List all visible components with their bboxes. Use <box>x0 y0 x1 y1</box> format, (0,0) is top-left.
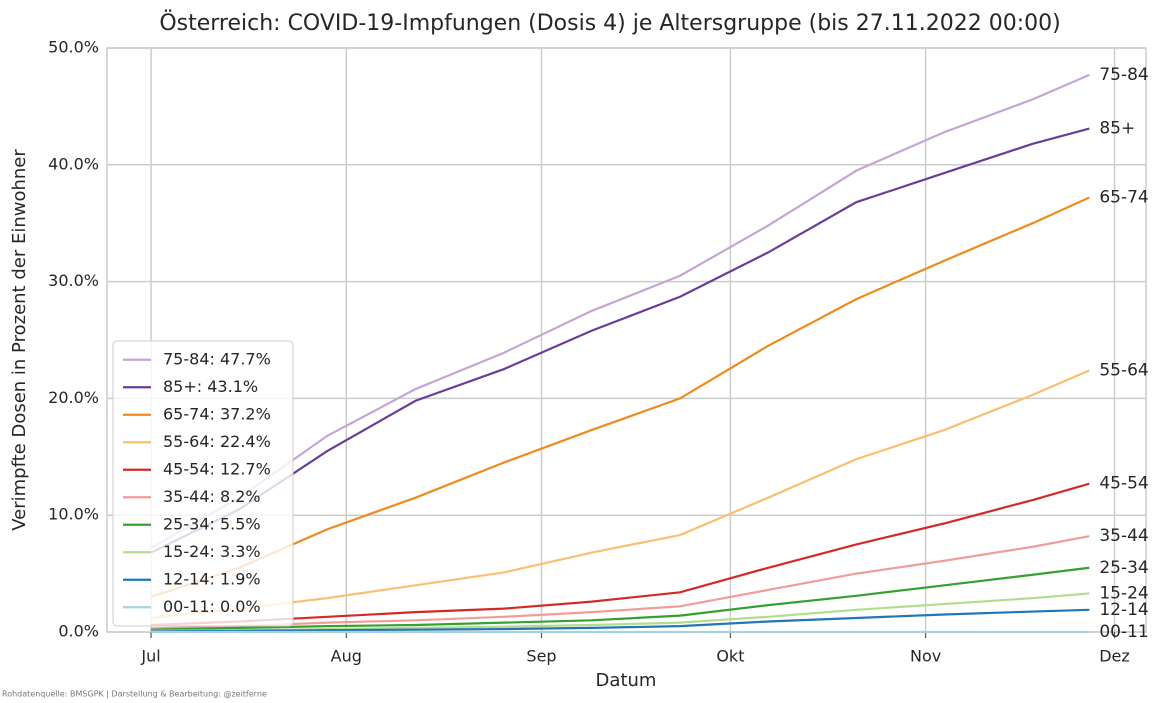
x-tick-label: Dez <box>1099 647 1130 666</box>
legend-label: 12-14: 1.9% <box>163 569 261 588</box>
series-line <box>151 482 1090 627</box>
y-axis-label: Verimpfte Dosen in Prozent der Einwohner <box>9 149 30 531</box>
legend-label: 55-64: 22.4% <box>163 432 271 451</box>
x-tick-label: Aug <box>331 647 362 666</box>
legend-label: 45-54: 12.7% <box>163 459 271 478</box>
x-tick-label: Sep <box>526 647 556 666</box>
series-line <box>151 566 1090 631</box>
y-tick-label: 50.0% <box>48 38 99 57</box>
y-tick-label: 20.0% <box>48 388 99 407</box>
chart-title: Österreich: COVID-19-Impfungen (Dosis 4)… <box>159 10 1060 36</box>
end-label: 12-14 <box>1099 600 1148 620</box>
y-tick-label: 0.0% <box>58 622 99 641</box>
end-label: 25-34 <box>1099 558 1148 578</box>
source-note: Rohdatenquelle: BMSGPK | Darstellung & B… <box>2 690 267 699</box>
legend-box <box>112 340 294 627</box>
legend-label: 65-74: 37.2% <box>163 404 271 423</box>
x-tick-label: Jul <box>140 647 160 666</box>
legend-label: 15-24: 3.3% <box>163 542 261 561</box>
series-line <box>150 369 1090 620</box>
y-tick-label: 40.0% <box>48 154 99 173</box>
legend-label: 35-44: 8.2% <box>163 487 261 506</box>
y-tick-label: 10.0% <box>48 505 99 524</box>
legend-label: 00-11: 0.0% <box>163 597 261 616</box>
series-line <box>150 127 1090 554</box>
end-label: 15-24 <box>1099 583 1148 603</box>
legend-label: 85+: 43.1% <box>163 377 258 396</box>
x-tick-label: Nov <box>910 647 941 666</box>
x-tick-label: Okt <box>716 647 744 666</box>
legend-label: 25-34: 5.5% <box>163 514 261 533</box>
y-tick-label: 30.0% <box>48 271 99 290</box>
end-label: 75-84 <box>1099 65 1148 85</box>
series-line <box>150 196 1090 599</box>
end-label: 45-54 <box>1099 474 1148 494</box>
end-label: 55-64 <box>1099 360 1148 380</box>
end-label: 00-11 <box>1099 622 1148 642</box>
series-line <box>151 535 1090 630</box>
end-label: 85+ <box>1099 119 1135 139</box>
series-line <box>151 608 1090 633</box>
series-line <box>150 73 1090 549</box>
end-label: 65-74 <box>1099 188 1148 208</box>
legend: 75-84: 47.7% 85+: 43.1% 65-74: 37.2% 55-64:… <box>112 340 294 627</box>
x-axis-label: Datum <box>596 670 657 691</box>
legend-label: 75-84: 47.7% <box>163 349 271 368</box>
end-label: 35-44 <box>1099 526 1148 546</box>
